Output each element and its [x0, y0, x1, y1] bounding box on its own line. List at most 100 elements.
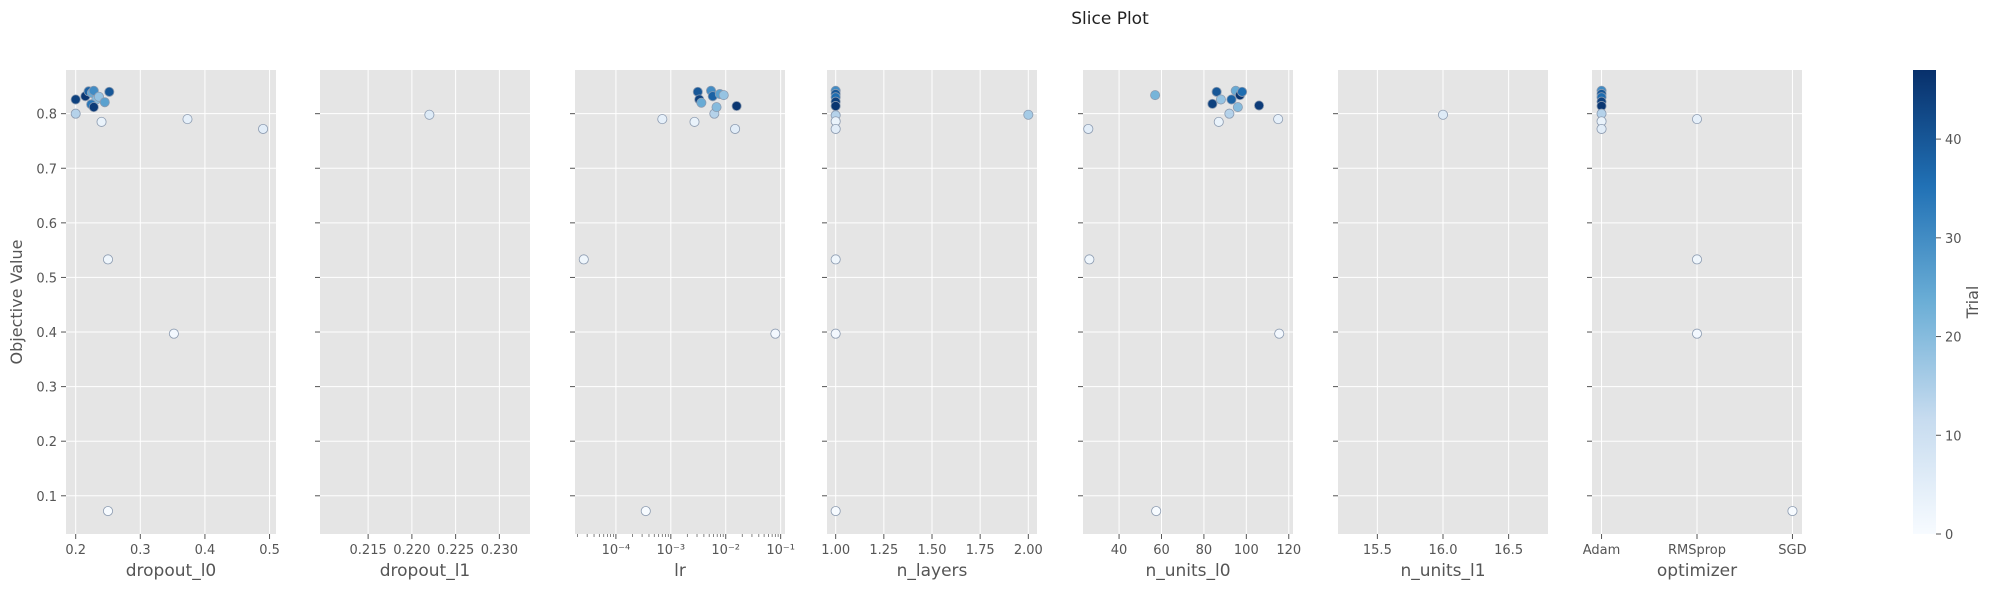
x-axis-label: dropout_l1 — [380, 561, 470, 581]
trial-point — [99, 97, 110, 108]
x-tick-label: 0.230 — [481, 543, 518, 558]
x-tick-label: 0.220 — [393, 543, 430, 558]
y-tick-label: 0.6 — [36, 217, 57, 232]
trial-point — [711, 102, 722, 113]
trial-point — [70, 94, 81, 105]
x-axis-label: n_layers — [897, 561, 968, 581]
panel-background — [66, 70, 276, 534]
trial-point — [640, 506, 651, 517]
y-axis-label: Objective Value — [7, 240, 26, 365]
panel-n_units_l0: 40 60 80 100 120 n_units_l0 — [1078, 70, 1301, 581]
x-tick-label: 16.5 — [1494, 543, 1523, 558]
trial-point — [578, 254, 589, 265]
trial-point — [1692, 328, 1703, 339]
trial-point — [830, 506, 841, 517]
y-tick-label: 0.3 — [36, 381, 57, 396]
trial-point — [1207, 98, 1218, 109]
x-tick-label: Adam — [1583, 543, 1621, 558]
trial-point — [168, 328, 179, 339]
x-tick-label: 10⁻³ — [657, 543, 686, 558]
x-tick-label: 0.5 — [259, 543, 280, 558]
panel-optimizer: Adam RMSprop SGD optimizer — [1583, 70, 1807, 581]
trial-point — [103, 254, 114, 265]
x-tick-label: 1.00 — [821, 543, 850, 558]
panel-dropout_l0: 0.1 0.2 0.3 0.4 0.5 0.6 0.7 0.8 0.2 0.3 0.4 0.5 drop… — [36, 70, 280, 581]
panel-background — [1083, 70, 1293, 534]
y-tick-label: 0.8 — [36, 108, 57, 123]
panel-lr: 10⁻⁴ 10⁻³ 10⁻² 10⁻¹ lr — [570, 70, 795, 581]
colorbar-tick-label: 30 — [1945, 232, 1962, 247]
x-tick-label: 10⁻¹ — [766, 543, 795, 558]
colorbar-tick-label: 0 — [1945, 528, 1953, 543]
trial-point — [1226, 94, 1237, 105]
trial-point — [770, 328, 781, 339]
trial-point — [718, 90, 729, 101]
y-tick-label: 0.1 — [36, 490, 57, 505]
trial-point — [96, 116, 107, 127]
x-tick-label: 40 — [1111, 543, 1128, 558]
trial-point — [1224, 108, 1235, 119]
x-axis-label: lr — [674, 561, 686, 581]
colorbar-ticks: 0 10 20 30 40 — [1936, 133, 1962, 543]
trial-point — [424, 109, 435, 120]
colorbar-tick-label: 10 — [1945, 429, 1962, 444]
slice-panels: 0.1 0.2 0.3 0.4 0.5 0.6 0.7 0.8 0.2 0.3 0.4 0.5 drop… — [36, 70, 1807, 581]
trial-point — [1150, 90, 1161, 101]
y-tick-label: 0.7 — [36, 162, 57, 177]
colorbar: 0 10 20 30 40 Trial — [1913, 70, 1982, 543]
trial-point — [830, 123, 841, 134]
y-tick-label: 0.4 — [36, 326, 57, 341]
trial-point — [696, 97, 707, 108]
x-tick-label: 120 — [1276, 543, 1301, 558]
trial-point — [1692, 114, 1703, 125]
trial-point — [1215, 94, 1226, 105]
x-tick-label: RMSprop — [1668, 543, 1726, 558]
x-tick-label: 100 — [1234, 543, 1259, 558]
panel-background — [320, 70, 530, 534]
trial-point — [689, 116, 700, 127]
x-tick-label: 16.0 — [1429, 543, 1458, 558]
trial-point — [1274, 328, 1285, 339]
colorbar-gradient — [1913, 70, 1936, 534]
x-axis-label: dropout_l0 — [126, 561, 216, 581]
colorbar-tick-label: 20 — [1945, 331, 1962, 346]
x-tick-label: 60 — [1153, 543, 1170, 558]
x-tick-label: 1.75 — [966, 543, 995, 558]
x-tick-label: 0.225 — [437, 543, 474, 558]
x-tick-label: 0.215 — [350, 543, 387, 558]
trial-point — [1273, 114, 1284, 125]
trial-point — [1084, 254, 1095, 265]
trial-point — [1211, 86, 1222, 97]
trial-point — [830, 328, 841, 339]
x-tick-label: 1.25 — [869, 543, 898, 558]
colorbar-tick-label: 40 — [1945, 133, 1962, 148]
x-tick-label: 0.2 — [65, 543, 86, 558]
panel-n_units_l1: 15.5 16.0 16.5 n_units_l1 — [1333, 70, 1548, 581]
trial-point — [1151, 506, 1162, 517]
trial-point — [103, 506, 114, 517]
x-tick-label: 10⁻⁴ — [602, 543, 631, 558]
x-tick-label: SGD — [1778, 543, 1806, 558]
trial-point — [1787, 506, 1798, 517]
y-tick-label: 0.5 — [36, 271, 57, 286]
colorbar-label: Trial — [1963, 286, 1982, 320]
x-axis-label: n_units_l1 — [1400, 561, 1485, 581]
trial-point — [730, 123, 741, 134]
x-axis-label: optimizer — [1657, 561, 1737, 581]
x-tick-label: 1.50 — [918, 543, 947, 558]
trial-point — [1023, 109, 1034, 120]
chart-title: Slice Plot — [1071, 9, 1149, 29]
y-tick-label: 0.2 — [36, 435, 57, 450]
trial-point — [657, 114, 668, 125]
panel-dropout_l1: 0.215 0.220 0.225 0.230 dropout_l1 — [315, 70, 530, 581]
trial-point — [88, 102, 99, 113]
trial-point — [1596, 123, 1607, 134]
panel-n_layers: 1.00 1.25 1.50 1.75 2.00 n_layers — [821, 70, 1043, 581]
trial-point — [1254, 100, 1265, 111]
trial-point — [1237, 86, 1248, 97]
x-tick-label: 0.4 — [195, 543, 216, 558]
x-tick-label: 15.5 — [1363, 543, 1392, 558]
trial-point — [1232, 102, 1243, 113]
trial-point — [104, 86, 115, 97]
